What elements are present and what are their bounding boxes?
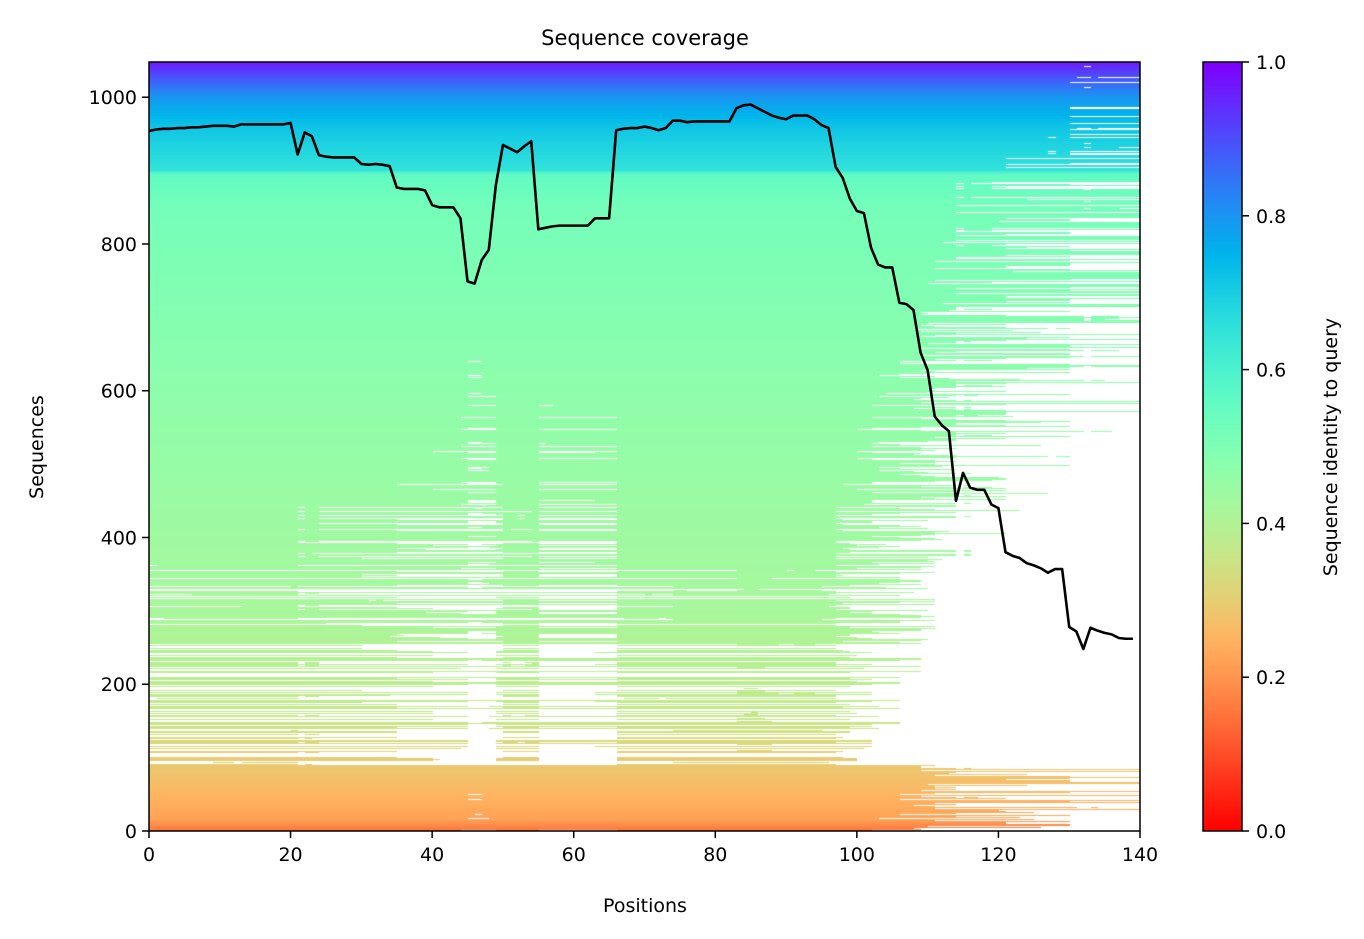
y-tick-label: 1000 [89, 87, 137, 109]
colorbar-ticks: 0.0 0.2 0.4 0.6 0.8 1.0 [1242, 52, 1286, 843]
x-tick-label: 80 [703, 844, 727, 866]
y-axis-ticks: 0 200 400 600 800 1000 [89, 87, 149, 843]
x-tick-label: 140 [1122, 844, 1158, 866]
colorbar-tick-label: 0.0 [1256, 821, 1286, 843]
coverage-heatmap [149, 62, 1140, 831]
colorbar-tick-label: 0.8 [1256, 206, 1286, 228]
plot-frame [148, 61, 1141, 832]
colorbar-tick-label: 0.4 [1256, 513, 1286, 535]
x-tick-label: 0 [143, 844, 155, 866]
y-tick-label: 200 [101, 674, 137, 696]
x-tick-label: 60 [562, 844, 586, 866]
colorbar-tick-label: 1.0 [1256, 52, 1286, 74]
colorbar-frame [1202, 61, 1243, 832]
x-tick-label: 40 [420, 844, 444, 866]
y-tick-label: 600 [101, 381, 137, 403]
x-tick-label: 100 [839, 844, 875, 866]
x-tick-label: 120 [980, 844, 1016, 866]
x-axis-label: Positions [603, 895, 687, 917]
y-axis-label: Sequences [26, 395, 48, 499]
y-tick-label: 400 [101, 527, 137, 549]
colorbar-tick-label: 0.2 [1256, 667, 1286, 689]
x-tick-label: 20 [278, 844, 302, 866]
coverage-line [148, 103, 1133, 651]
chart-title: Sequence coverage [541, 26, 749, 50]
colorbar-label: Sequence identity to query [1320, 318, 1342, 576]
x-axis-ticks: 0 20 40 60 80 100 120 140 [143, 831, 1158, 866]
colorbar-tick-label: 0.6 [1256, 360, 1286, 382]
y-tick-label: 800 [101, 234, 137, 256]
y-tick-label: 0 [125, 821, 137, 843]
colorbar-gradient [1203, 62, 1242, 831]
